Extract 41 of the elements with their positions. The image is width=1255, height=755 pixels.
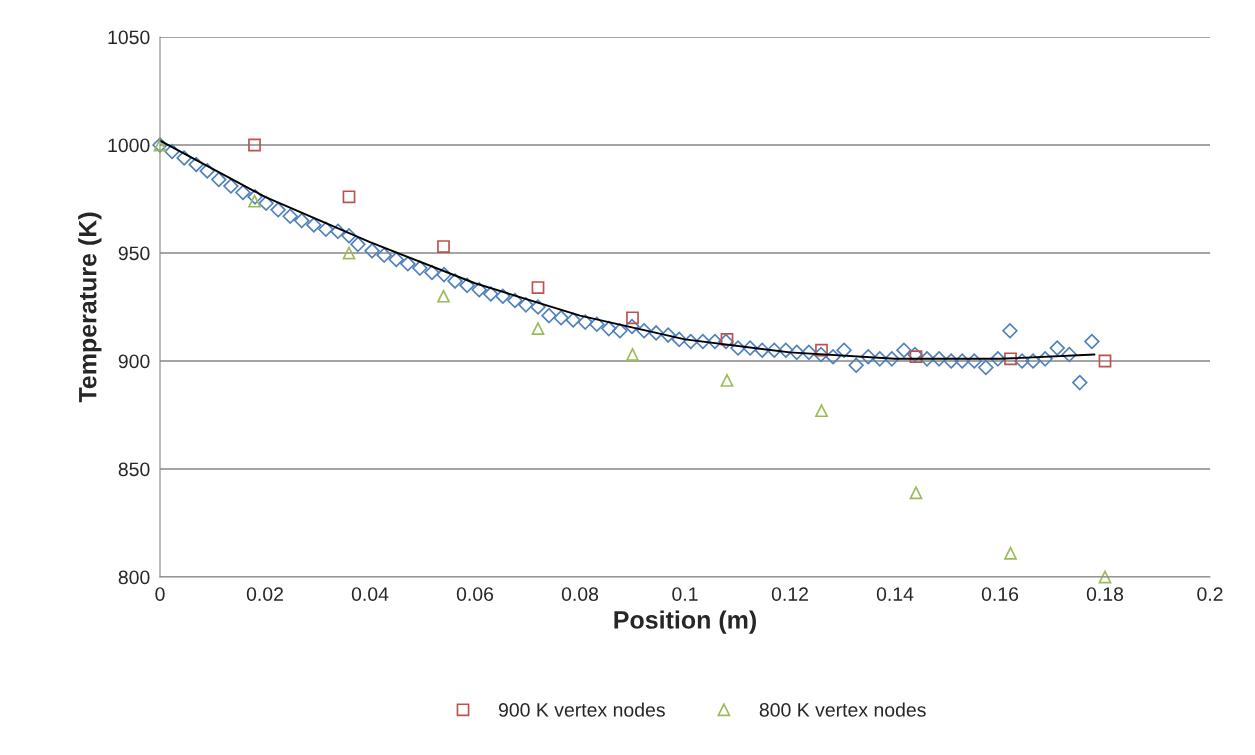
y-tick-label: 850 (118, 462, 150, 477)
x-tick-label: 0.04 (351, 587, 389, 601)
point (342, 190, 356, 204)
x-tick-label: 0 (155, 587, 165, 601)
point (437, 240, 450, 253)
x-tick-label: 0.12 (771, 587, 808, 601)
x-tick-label: 0.08 (561, 587, 599, 601)
x-tick-label: 0.14 (876, 587, 914, 601)
point (248, 138, 261, 152)
legend-label: 900 K vertex nodes (498, 702, 665, 717)
point (531, 281, 545, 294)
point (437, 289, 450, 303)
y-axis-title: Temperature (K) (78, 212, 102, 403)
y-tick-label: 800 (118, 570, 150, 585)
point (1098, 570, 1112, 584)
point (815, 404, 828, 418)
y-tick-label: 900 (118, 354, 150, 369)
point (626, 311, 639, 325)
x-tick-label: 0.02 (246, 587, 283, 601)
point (909, 486, 923, 500)
x-tick-label: 0.1 (672, 587, 698, 601)
legend-label: 800 K vertex nodes (759, 702, 926, 717)
point (248, 194, 261, 208)
x-axis-title: Position (m) (614, 610, 756, 634)
point (1004, 352, 1017, 366)
point (342, 246, 356, 260)
y-tick-label: 1000 (108, 138, 150, 153)
point (1004, 546, 1017, 560)
point (531, 322, 545, 335)
point (815, 343, 828, 357)
point (909, 350, 923, 364)
point (720, 333, 734, 346)
x-tick-label: 0.06 (456, 587, 494, 601)
y-tick-label: 1050 (108, 30, 150, 45)
point (1098, 354, 1112, 368)
x-tick-label: 0.2 (1197, 587, 1223, 601)
x-tick-label: 0.16 (981, 587, 1019, 601)
point (626, 348, 639, 361)
point (720, 374, 734, 387)
x-tick-label: 0.18 (1086, 587, 1124, 601)
y-tick-label: 950 (118, 246, 150, 261)
